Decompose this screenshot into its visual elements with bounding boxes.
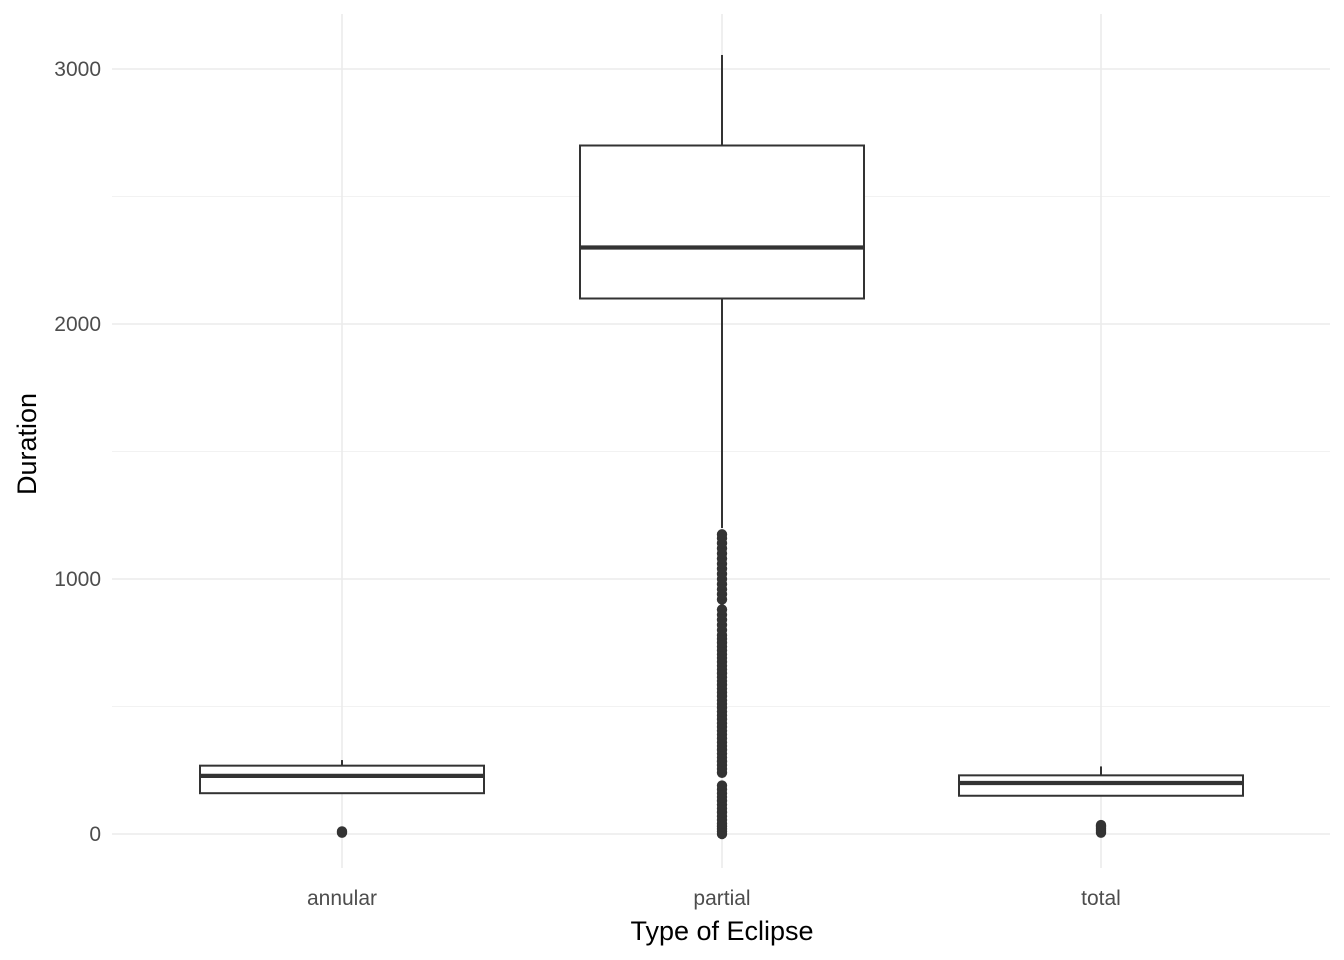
outlier-point bbox=[336, 826, 348, 837]
y-tick-label: 3000 bbox=[54, 58, 101, 81]
x-tick-label-partial: partial bbox=[693, 887, 750, 910]
x-tick-label-annular: annular bbox=[307, 887, 377, 910]
outlier-point bbox=[716, 780, 728, 791]
x-tick-label-total: total bbox=[1081, 887, 1121, 910]
axis-layer: 0 1000 2000 3000 annular partial total bbox=[54, 58, 1121, 910]
y-tick-label: 2000 bbox=[54, 313, 101, 336]
box-group-total bbox=[958, 766, 1244, 838]
box-annular bbox=[199, 764, 485, 795]
outlier-point bbox=[716, 604, 728, 615]
box-partial bbox=[579, 144, 865, 300]
box-total bbox=[958, 774, 1244, 797]
box-group-partial bbox=[579, 54, 865, 840]
y-tick-label: 1000 bbox=[54, 568, 101, 591]
box-layer bbox=[199, 54, 1244, 840]
x-axis-title: Type of Eclipse bbox=[630, 916, 813, 946]
box-group-annular bbox=[199, 760, 485, 838]
y-tick-label: 0 bbox=[89, 823, 101, 846]
y-axis-title: Duration bbox=[12, 393, 42, 495]
outlier-point bbox=[716, 529, 728, 540]
outlier-point bbox=[1095, 819, 1107, 831]
